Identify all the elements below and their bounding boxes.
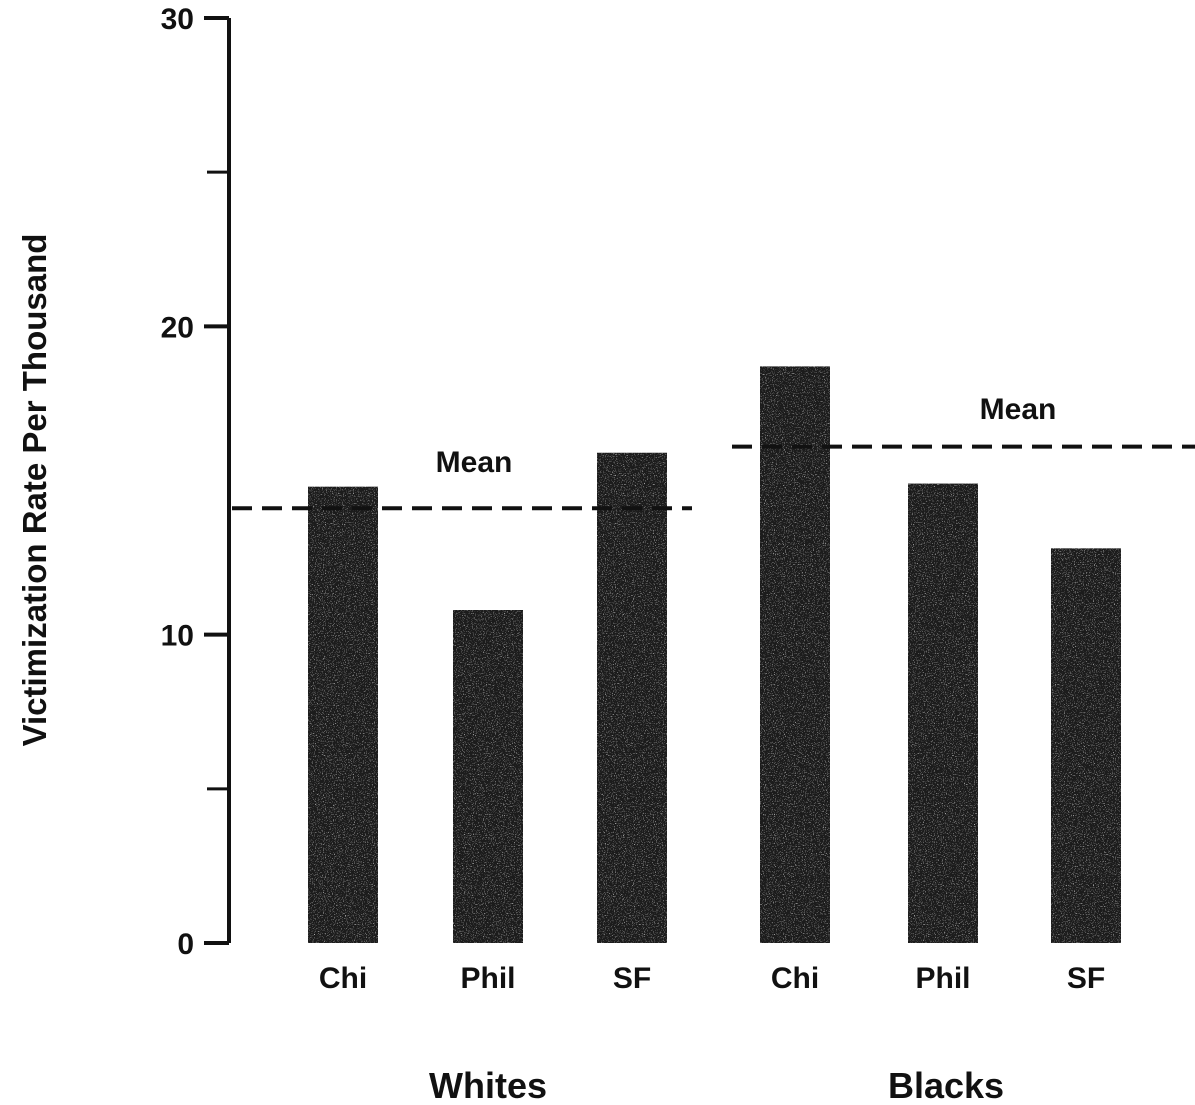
group-label-blacks: Blacks: [888, 1065, 1004, 1105]
mean-lines: Mean Mean: [232, 393, 1195, 511]
x-tick-label: Chi: [771, 962, 819, 995]
bar-blacks-sf: [1051, 548, 1121, 943]
y-axis-title: Victimization Rate Per Thousand: [16, 234, 53, 747]
x-tick-label: Phil: [915, 962, 970, 995]
y-tick-label: 0: [177, 928, 194, 961]
bar-whites-chi: [308, 486, 378, 943]
x-tick-label: SF: [613, 962, 651, 995]
x-axis-labels: Chi Phil SF Chi Phil SF: [319, 962, 1105, 995]
bar-whites-sf: [597, 452, 667, 943]
y-tick-label: 30: [161, 3, 194, 36]
y-tick-label: 20: [161, 311, 194, 344]
bar-blacks-phil: [908, 483, 978, 943]
y-axis-ticks: 0 10 20 30: [161, 3, 229, 961]
mean-label-whites: Mean: [436, 446, 513, 479]
bar-series: [308, 366, 1121, 944]
group-labels: Whites Blacks: [429, 1065, 1004, 1105]
mean-label-blacks: Mean: [980, 393, 1057, 426]
bar-whites-phil: [453, 610, 523, 943]
bar-blacks-chi: [760, 366, 830, 944]
x-tick-label: Chi: [319, 962, 367, 995]
group-label-whites: Whites: [429, 1065, 547, 1105]
x-tick-label: SF: [1067, 962, 1105, 995]
x-tick-label: Phil: [460, 962, 515, 995]
y-tick-label: 10: [161, 620, 194, 653]
